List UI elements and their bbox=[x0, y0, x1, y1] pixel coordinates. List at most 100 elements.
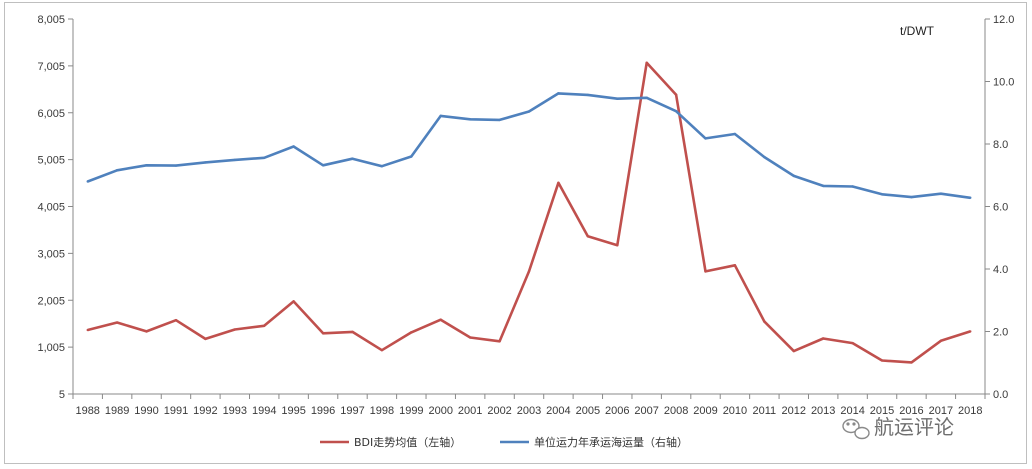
left-tick-label: 5 bbox=[59, 389, 65, 401]
x-tick-label: 2000 bbox=[428, 405, 452, 417]
data-point bbox=[527, 270, 531, 273]
data-point bbox=[174, 164, 178, 167]
x-tick-label: 2005 bbox=[576, 405, 600, 417]
data-point bbox=[645, 61, 648, 65]
legend: BDI走势均值（左轴） 单位运力年承运海运量（右轴） bbox=[320, 435, 688, 449]
data-point bbox=[616, 243, 619, 247]
data-point bbox=[969, 330, 972, 333]
series-line-ratio bbox=[87, 92, 971, 200]
data-point bbox=[674, 109, 678, 113]
series-line-bdi bbox=[87, 61, 971, 364]
data-point bbox=[468, 118, 472, 121]
data-point bbox=[704, 270, 707, 273]
x-tick-label: 2018 bbox=[958, 405, 982, 417]
data-point bbox=[557, 181, 560, 185]
data-point bbox=[233, 328, 237, 331]
data-point bbox=[616, 97, 619, 100]
data-point bbox=[174, 318, 178, 322]
data-point bbox=[527, 110, 531, 113]
x-tick-label: 2007 bbox=[634, 405, 658, 417]
data-point bbox=[969, 196, 972, 199]
x-tick-label: 2016 bbox=[899, 405, 923, 417]
watermark: 航运评论 bbox=[842, 415, 954, 440]
data-point bbox=[821, 337, 825, 340]
wechat-icon bbox=[842, 418, 870, 440]
right-tick-label: 6.0 bbox=[993, 202, 1008, 214]
data-point bbox=[263, 324, 266, 327]
right-tick-label: 12.0 bbox=[993, 14, 1014, 26]
data-point bbox=[115, 169, 119, 172]
watermark-text: 航运评论 bbox=[874, 415, 954, 439]
right-tick-label: 4.0 bbox=[993, 264, 1008, 276]
left-tick-label: 7,005 bbox=[37, 61, 65, 73]
x-tick-label: 2008 bbox=[664, 405, 688, 417]
x-tick-label: 1989 bbox=[105, 405, 129, 417]
x-tick-label: 1997 bbox=[340, 405, 364, 417]
data-point bbox=[204, 337, 207, 341]
x-tick-label: 1999 bbox=[399, 405, 423, 417]
data-point bbox=[880, 359, 884, 362]
right-tick-label: 8.0 bbox=[993, 139, 1008, 151]
data-point bbox=[792, 349, 795, 353]
x-tick-label: 2002 bbox=[487, 405, 511, 417]
left-tick-label: 6,005 bbox=[37, 108, 65, 120]
x-tick-label: 2010 bbox=[723, 405, 747, 417]
data-point bbox=[439, 318, 442, 321]
left-axis: 5 1,005 2,005 3,005 4,005 5,005 6,005 7,005 8,00… bbox=[37, 14, 73, 401]
data-point bbox=[145, 164, 148, 167]
data-point bbox=[204, 161, 207, 164]
data-point bbox=[674, 93, 678, 96]
left-tick-label: 8,005 bbox=[37, 14, 65, 26]
data-point bbox=[763, 155, 766, 159]
data-point bbox=[763, 320, 766, 323]
data-point bbox=[733, 264, 737, 267]
right-tick-label: 2.0 bbox=[993, 327, 1008, 339]
data-point bbox=[86, 328, 89, 332]
data-point bbox=[321, 164, 325, 167]
left-tick-label: 3,005 bbox=[37, 248, 65, 260]
x-tick-label: 1991 bbox=[164, 405, 188, 417]
data-point bbox=[86, 180, 89, 183]
right-tick-label: 10.0 bbox=[993, 77, 1014, 89]
left-tick-label: 1,005 bbox=[37, 342, 65, 354]
x-tick-label: 2015 bbox=[870, 405, 894, 417]
data-point bbox=[410, 331, 413, 334]
data-point bbox=[557, 92, 560, 95]
x-tick-label: 1993 bbox=[223, 405, 247, 417]
x-tick-label: 2003 bbox=[517, 405, 541, 417]
legend-label-bdi: BDI走势均值（左轴） bbox=[354, 435, 461, 449]
data-point bbox=[910, 361, 913, 364]
data-point bbox=[851, 185, 854, 188]
data-point bbox=[351, 330, 354, 334]
chart-frame bbox=[4, 2, 1027, 464]
data-point bbox=[498, 118, 501, 122]
data-point bbox=[351, 157, 354, 160]
x-tick-label: 1998 bbox=[370, 405, 394, 417]
x-tick-label: 2014 bbox=[840, 405, 864, 417]
left-tick-label: 4,005 bbox=[37, 202, 65, 214]
data-point bbox=[115, 321, 119, 324]
data-point bbox=[733, 132, 737, 136]
data-point bbox=[586, 235, 590, 238]
data-point bbox=[468, 336, 472, 339]
right-tick-label: 0.0 bbox=[993, 389, 1008, 401]
data-point bbox=[792, 174, 795, 178]
x-tick-label: 2006 bbox=[605, 405, 629, 417]
x-tick-label: 1988 bbox=[75, 405, 99, 417]
x-tick-label: 2001 bbox=[458, 405, 482, 417]
data-point bbox=[704, 137, 707, 140]
x-tick-label: 1992 bbox=[193, 405, 217, 417]
data-point bbox=[939, 192, 943, 195]
left-tick-label: 2,005 bbox=[37, 295, 65, 307]
x-tick-label: 2009 bbox=[693, 405, 717, 417]
data-point bbox=[263, 156, 266, 159]
data-point bbox=[292, 145, 295, 148]
data-point bbox=[586, 93, 590, 97]
data-point bbox=[439, 114, 442, 118]
data-point bbox=[645, 96, 648, 99]
series-lines bbox=[86, 61, 972, 364]
x-tick-label: 2004 bbox=[546, 405, 570, 417]
data-point bbox=[233, 158, 237, 162]
data-point bbox=[380, 164, 384, 168]
